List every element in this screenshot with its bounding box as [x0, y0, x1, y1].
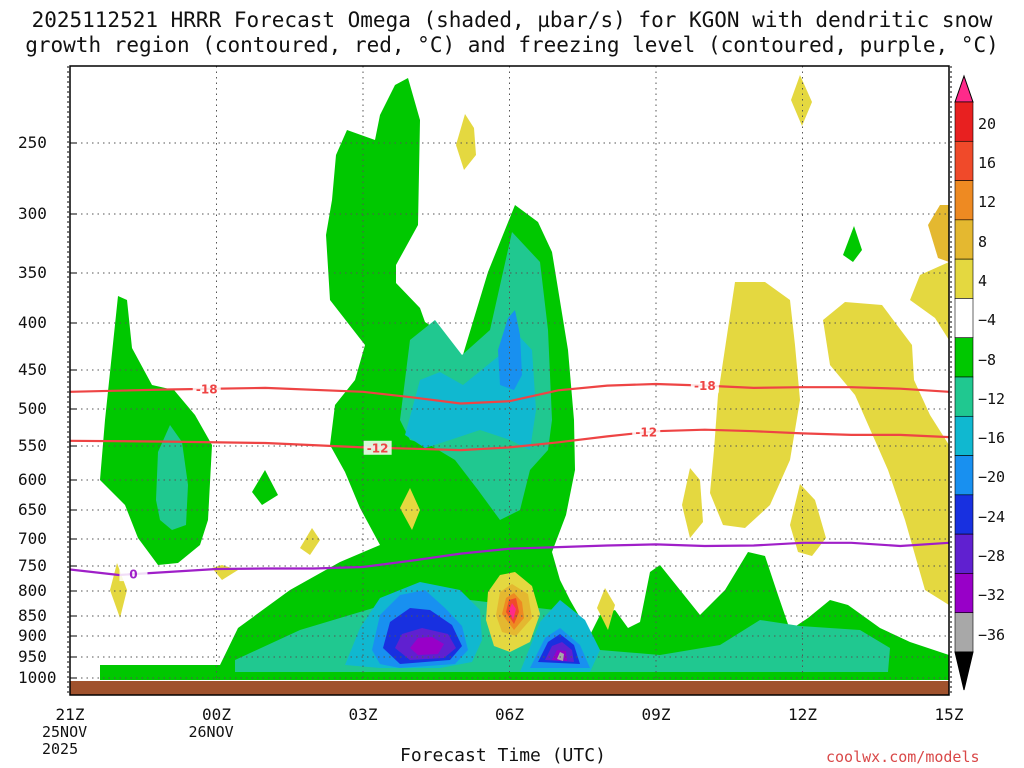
- omega-region: [597, 588, 615, 630]
- colorbar-swatch: [954, 101, 974, 142]
- contour-label-bg: [632, 425, 661, 440]
- y-tick-label: 850: [18, 606, 47, 625]
- contour-line: [70, 428, 949, 452]
- colorbar: [954, 74, 974, 691]
- x-tick-label: 00Z: [202, 705, 231, 724]
- omega-region: [910, 262, 949, 340]
- colorbar-label: −20: [978, 468, 1006, 487]
- temperature-contours: -18 -18 -12 -12 0: [70, 378, 949, 582]
- x-tick-label: 21Z: [55, 705, 85, 724]
- contour-label: -18: [694, 379, 716, 393]
- x-tick-label: 12Z: [788, 705, 817, 724]
- chart-title-line1: 2025112521 HRRR Forecast Omega (shaded, …: [31, 8, 993, 32]
- colorbar-label: −16: [978, 429, 1006, 448]
- x-tick-label: 06Z: [495, 705, 524, 724]
- omega-region: [509, 603, 516, 620]
- y-tick-label: 600: [18, 470, 47, 489]
- colorbar-swatch: [954, 376, 974, 417]
- chart-title-line2: growth region (contoured, red, °C) and f…: [25, 33, 999, 57]
- y-tick-label: 900: [18, 626, 47, 645]
- colorbar-label: 20: [978, 114, 997, 133]
- contour-label-bg: [119, 567, 148, 582]
- colorbar-swatch: [954, 258, 974, 299]
- colorbar-label: −32: [978, 586, 1006, 605]
- contour-label-bg: [192, 381, 221, 396]
- x-tick-sublabel: 2025: [42, 740, 79, 758]
- colorbar-swatch: [954, 494, 974, 535]
- colorbar-arrow-bottom: [954, 651, 974, 691]
- omega-region: [843, 226, 862, 262]
- colorbar-arrow-top: [954, 74, 974, 103]
- contour-line: [70, 541, 949, 577]
- x-tick-label: 15Z: [934, 705, 964, 724]
- credit-link[interactable]: coolwx.com/models: [826, 748, 980, 766]
- x-axis-title: Forecast Time (UTC): [400, 745, 606, 766]
- colorbar-swatch: [954, 455, 974, 496]
- colorbar-label: −36: [978, 625, 1006, 644]
- contour-label: -12: [635, 426, 657, 440]
- colorbar-swatch: [954, 337, 974, 378]
- omega-region: [791, 75, 812, 126]
- omega-region: [212, 565, 238, 580]
- y-tick-label: 650: [18, 500, 47, 519]
- colorbar-label: −12: [978, 389, 1006, 408]
- omega-region: [110, 563, 127, 618]
- y-tick-label: 800: [18, 581, 47, 600]
- y-tick-label: 1000: [18, 668, 57, 687]
- omega-region: [300, 528, 320, 555]
- colorbar-swatch: [954, 219, 974, 260]
- colorbar-swatch: [954, 415, 974, 456]
- y-tick-label: 250: [18, 133, 47, 152]
- contour-label: -18: [196, 382, 218, 396]
- omega-region: [252, 470, 278, 505]
- x-tick-sublabel: 26NOV: [188, 723, 234, 741]
- omega-region: [682, 468, 703, 538]
- gridlines: [69, 66, 950, 693]
- y-tick-label: 950: [18, 647, 47, 666]
- contour-label-bg: [363, 440, 392, 455]
- omega-region: [400, 488, 420, 530]
- colorbar-label: 16: [978, 154, 997, 173]
- y-tick-label: 450: [18, 360, 47, 379]
- omega-shaded-field: [100, 75, 949, 680]
- omega-region: [928, 205, 949, 262]
- y-tick-label: 500: [18, 399, 47, 418]
- omega-region: [100, 296, 212, 565]
- colorbar-label: 12: [978, 193, 997, 212]
- colorbar-swatch: [954, 140, 974, 181]
- contour-label: -12: [367, 441, 389, 455]
- plot-frame: [69, 65, 950, 696]
- y-tick-label: 350: [18, 263, 47, 282]
- omega-region: [710, 282, 800, 528]
- colorbar-label: −4: [978, 311, 997, 330]
- colorbar-label: 4: [978, 271, 988, 290]
- y-tick-label: 750: [18, 556, 47, 575]
- colorbar-label: 8: [978, 232, 988, 251]
- omega-region: [456, 114, 476, 170]
- ground-surface: [70, 681, 949, 695]
- omega-region: [790, 484, 826, 556]
- contour-line: [70, 382, 949, 405]
- colorbar-swatch: [954, 573, 974, 614]
- x-tick-label: 03Z: [348, 705, 378, 724]
- y-tick-label: 550: [18, 436, 47, 455]
- y-tick-label: 700: [18, 529, 47, 548]
- colorbar-label: −24: [978, 507, 1006, 526]
- colorbar-swatch: [954, 612, 974, 653]
- contour-label: 0: [129, 568, 137, 582]
- colorbar-swatch: [954, 298, 974, 339]
- colorbar-swatch: [954, 533, 974, 574]
- colorbar-label: −8: [978, 350, 997, 369]
- omega-region: [823, 302, 949, 605]
- omega-region: [156, 425, 188, 530]
- x-tick-label: 09Z: [641, 705, 671, 724]
- omega-region: [410, 637, 444, 655]
- colorbar-label: −28: [978, 546, 1006, 565]
- y-tick-label: 300: [18, 204, 47, 223]
- y-tick-label: 400: [18, 313, 47, 332]
- x-tick-sublabel: 25NOV: [42, 723, 88, 741]
- contour-label-bg: [690, 378, 719, 393]
- colorbar-swatch: [954, 180, 974, 221]
